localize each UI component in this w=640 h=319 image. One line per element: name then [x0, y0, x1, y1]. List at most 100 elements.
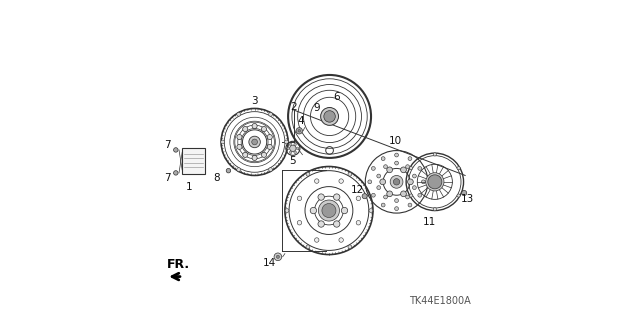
Text: 7: 7 — [164, 140, 171, 150]
Circle shape — [321, 108, 339, 125]
Text: 4: 4 — [298, 115, 304, 126]
Circle shape — [348, 245, 352, 249]
Circle shape — [406, 195, 410, 199]
Circle shape — [297, 196, 301, 201]
Circle shape — [289, 143, 292, 146]
Circle shape — [268, 135, 273, 140]
Circle shape — [401, 167, 406, 173]
Circle shape — [387, 191, 392, 197]
Circle shape — [269, 112, 273, 116]
Circle shape — [408, 203, 412, 207]
Circle shape — [237, 144, 242, 149]
Text: 7: 7 — [164, 173, 171, 183]
Circle shape — [310, 207, 317, 214]
Text: 8: 8 — [213, 173, 220, 183]
Circle shape — [333, 221, 340, 227]
Text: 12: 12 — [351, 185, 364, 195]
Circle shape — [410, 194, 413, 197]
Circle shape — [243, 152, 248, 157]
Circle shape — [333, 194, 340, 200]
Circle shape — [410, 167, 413, 170]
Circle shape — [226, 168, 230, 173]
Circle shape — [390, 175, 403, 188]
Text: 9: 9 — [314, 103, 320, 114]
Circle shape — [294, 151, 296, 153]
Circle shape — [422, 180, 425, 184]
Circle shape — [377, 174, 381, 178]
Circle shape — [318, 221, 324, 227]
Circle shape — [380, 179, 385, 185]
Circle shape — [290, 145, 296, 152]
Circle shape — [341, 207, 348, 214]
Circle shape — [433, 208, 436, 211]
Text: 1: 1 — [186, 182, 193, 192]
Circle shape — [319, 200, 339, 221]
Circle shape — [418, 167, 422, 170]
Text: 5: 5 — [289, 156, 296, 166]
Circle shape — [252, 139, 257, 145]
Circle shape — [287, 147, 289, 150]
Circle shape — [296, 128, 303, 134]
Circle shape — [261, 127, 266, 132]
Text: 3: 3 — [252, 96, 258, 107]
Circle shape — [383, 195, 387, 199]
Circle shape — [377, 186, 381, 189]
Circle shape — [276, 255, 280, 258]
Circle shape — [461, 190, 467, 196]
Circle shape — [395, 161, 399, 165]
Circle shape — [306, 245, 310, 249]
Circle shape — [395, 207, 399, 211]
Circle shape — [237, 168, 241, 172]
Circle shape — [269, 168, 273, 172]
Circle shape — [356, 220, 360, 225]
Circle shape — [426, 173, 444, 191]
Circle shape — [401, 191, 406, 197]
Circle shape — [274, 253, 282, 261]
Circle shape — [433, 153, 436, 156]
Text: TK44E1800A: TK44E1800A — [409, 296, 470, 307]
Circle shape — [383, 165, 387, 168]
Circle shape — [285, 209, 289, 212]
Circle shape — [237, 112, 241, 116]
Text: 14: 14 — [262, 257, 276, 268]
Circle shape — [221, 140, 225, 144]
Circle shape — [173, 171, 178, 175]
Circle shape — [296, 147, 299, 150]
Text: FR.: FR. — [166, 258, 189, 271]
Circle shape — [237, 135, 242, 140]
Circle shape — [297, 220, 301, 225]
Circle shape — [387, 167, 392, 173]
Circle shape — [268, 144, 273, 149]
Circle shape — [339, 179, 344, 183]
Circle shape — [314, 179, 319, 183]
Circle shape — [339, 238, 344, 242]
Circle shape — [368, 180, 372, 184]
Circle shape — [285, 140, 289, 144]
Circle shape — [294, 143, 296, 146]
Circle shape — [289, 151, 292, 153]
Circle shape — [306, 172, 310, 176]
Text: 6: 6 — [333, 92, 340, 102]
Text: 2: 2 — [291, 102, 297, 112]
Circle shape — [408, 179, 413, 185]
Circle shape — [371, 167, 375, 170]
Circle shape — [249, 136, 260, 148]
Circle shape — [348, 172, 352, 176]
Circle shape — [413, 186, 416, 189]
Circle shape — [318, 194, 324, 200]
Circle shape — [408, 157, 412, 160]
Circle shape — [395, 153, 399, 157]
Circle shape — [243, 127, 248, 132]
Circle shape — [406, 165, 410, 168]
FancyBboxPatch shape — [182, 148, 205, 174]
Circle shape — [394, 179, 400, 185]
Circle shape — [298, 130, 301, 132]
Circle shape — [428, 175, 442, 189]
Circle shape — [356, 196, 360, 201]
Text: 10: 10 — [388, 136, 402, 146]
Circle shape — [395, 199, 399, 203]
Circle shape — [322, 204, 336, 218]
Circle shape — [362, 194, 367, 199]
Circle shape — [252, 155, 257, 160]
Circle shape — [324, 111, 335, 122]
